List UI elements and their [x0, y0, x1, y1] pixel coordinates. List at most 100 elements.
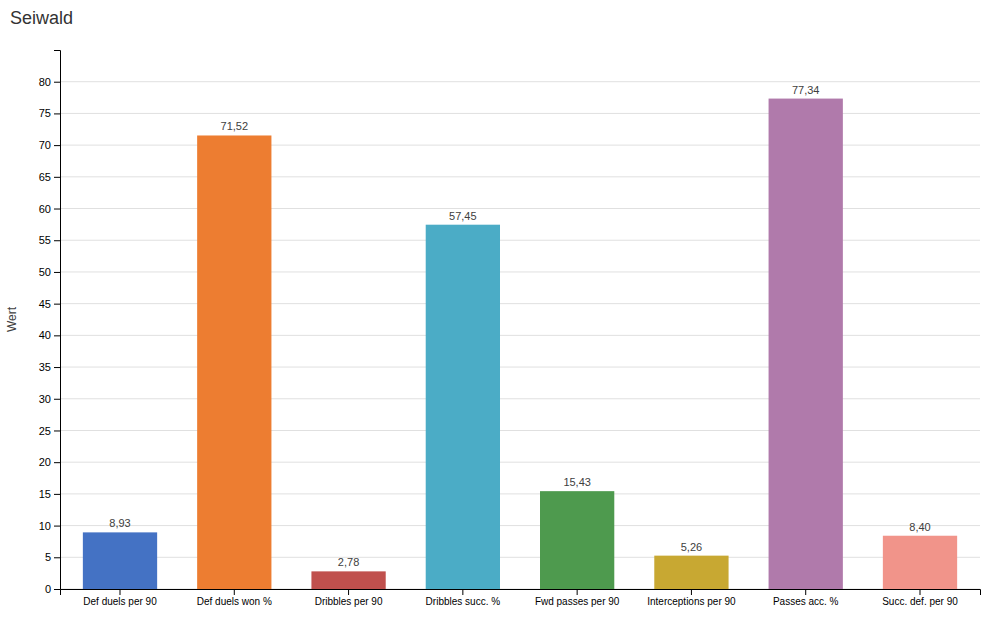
value-labels: 8,93 71,52 2,78 57,45 15,43 5,26 77,34 8,40 [109, 84, 930, 569]
y-tick: 60 [39, 203, 60, 215]
x-tick-label: Def duels per 90 [83, 596, 157, 607]
x-axis-line [61, 590, 981, 596]
y-tick: 50 [39, 266, 60, 278]
y-tick-label: 45 [39, 298, 51, 310]
y-tick-mark [54, 335, 60, 336]
bar [654, 556, 728, 589]
y-tick-label: 80 [39, 76, 51, 88]
y-tick: 15 [39, 488, 60, 500]
value-label: 57,45 [449, 210, 477, 222]
y-tick-mark [54, 526, 60, 527]
y-axis-line [54, 51, 61, 590]
x-tick-mark [691, 589, 692, 595]
y-tick-label: 65 [39, 171, 51, 183]
bar [197, 135, 271, 589]
y-tick-label: 70 [39, 139, 51, 151]
y-tick-mark [54, 209, 60, 210]
x-tick: Succ. def. per 90 [882, 589, 958, 607]
bar [883, 536, 957, 589]
bar [540, 491, 614, 589]
grid [60, 82, 980, 589]
y-tick-mark [54, 430, 60, 431]
y-tick-mark [54, 557, 60, 558]
chart: Seiwald8,9371,522,7857,4515,435,2677,348… [0, 0, 1000, 629]
x-tick-mark [462, 589, 463, 595]
bar [311, 571, 385, 589]
y-tick: 65 [39, 171, 60, 183]
y-tick: 40 [39, 329, 60, 341]
grid-line [60, 81, 980, 82]
bar [769, 99, 843, 589]
x-tick-label: Dribbles per 90 [315, 596, 383, 607]
x-tick-mark [120, 589, 121, 595]
y-tick: 5 [45, 551, 60, 563]
y-tick-mark [54, 145, 60, 146]
x-tick-label: Def duels won % [197, 596, 272, 607]
y-tick-mark [54, 304, 60, 305]
value-label: 5,26 [681, 541, 702, 553]
y-tick-label: 15 [39, 488, 51, 500]
y-tick: 75 [39, 107, 60, 119]
x-tick-mark [805, 589, 806, 595]
y-tick-label: 60 [39, 203, 51, 215]
y-tick: 25 [39, 424, 60, 436]
value-label: 8,40 [909, 521, 930, 533]
y-tick: 80 [39, 76, 60, 88]
title: Seiwald [10, 8, 73, 28]
y-tick-mark [54, 462, 60, 463]
bar [83, 532, 157, 589]
y-tick-mark [54, 272, 60, 273]
y-tick-mark [54, 367, 60, 368]
y-tick-mark [54, 494, 60, 495]
value-label: 2,78 [338, 556, 359, 568]
y-tick-label: 20 [39, 456, 51, 468]
y-tick: 55 [39, 234, 60, 246]
y-tick: 35 [39, 361, 60, 373]
y-tick-label: 35 [39, 361, 51, 373]
x-tick-mark [234, 589, 235, 595]
y-tick-label: 30 [39, 393, 51, 405]
y-tick: 30 [39, 393, 60, 405]
y-tick-mark [54, 82, 60, 83]
y-tick-mark [54, 240, 60, 241]
y-tick-label: 40 [39, 329, 51, 341]
x-axis: Def duels per 90 Def duels won % Dribbles … [61, 589, 981, 607]
x-tick: Passes acc. % [773, 589, 839, 607]
y-tick: 70 [39, 139, 60, 151]
value-label: 15,43 [563, 476, 591, 488]
y-tick: 0 [45, 583, 60, 595]
x-tick: Dribbles succ. % [426, 589, 501, 607]
bars [83, 99, 957, 589]
x-tick-mark [577, 589, 578, 595]
y-tick-label: 75 [39, 107, 51, 119]
y-tick-mark [54, 399, 60, 400]
x-tick-label: Succ. def. per 90 [882, 596, 958, 607]
y-tick: 45 [39, 298, 60, 310]
x-tick: Dribbles per 90 [315, 589, 383, 607]
x-tick-mark [920, 589, 921, 595]
plot: 8,93 71,52 2,78 57,45 15,43 5,26 77,34 8,40 0 5 10… [39, 51, 981, 608]
y-tick-label: 0 [45, 583, 51, 595]
y-tick-label: 10 [39, 520, 51, 532]
y-tick: 20 [39, 456, 60, 468]
y-axis-title: Wert [5, 306, 19, 332]
value-label: 71,52 [221, 120, 249, 132]
x-tick: Def duels won % [197, 589, 272, 607]
x-tick-label: Interceptions per 90 [647, 596, 736, 607]
y-axis: 0 5 10 15 20 25 30 35 40 45 50 55 60 65 70 75 80 [39, 51, 61, 596]
value-label: 77,34 [792, 84, 820, 96]
value-label: 8,93 [109, 517, 130, 529]
x-tick-label: Passes acc. % [773, 596, 839, 607]
y-tick: 10 [39, 520, 60, 532]
y-tick-label: 5 [45, 551, 51, 563]
x-tick-label: Dribbles succ. % [426, 596, 501, 607]
y-tick-mark [54, 589, 60, 590]
x-tick: Def duels per 90 [83, 589, 157, 607]
y-tick-mark [54, 113, 60, 114]
y-tick-label: 25 [39, 424, 51, 436]
x-tick-mark [348, 589, 349, 595]
x-tick: Interceptions per 90 [647, 589, 736, 607]
y-tick-mark [54, 177, 60, 178]
x-tick: Fwd passes per 90 [535, 589, 620, 607]
y-tick-label: 50 [39, 266, 51, 278]
